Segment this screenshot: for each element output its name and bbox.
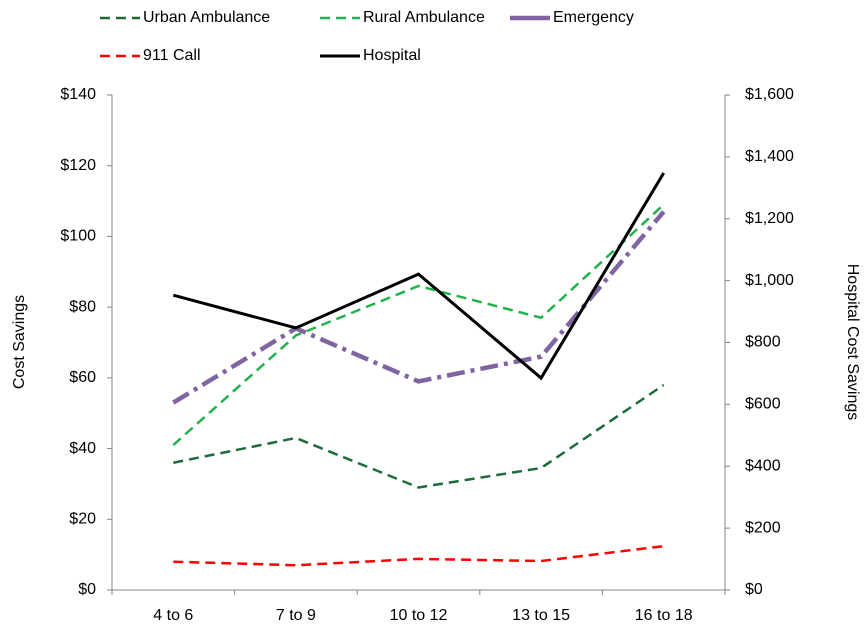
legend-label: Hospital (363, 47, 421, 64)
x-tick-label: 7 to 9 (276, 607, 316, 624)
y-axis-title: Cost Savings (11, 295, 28, 389)
x-tick-label: 16 to 18 (635, 607, 693, 624)
y-tick-label: $0 (78, 581, 96, 598)
y-tick-label: $80 (69, 298, 96, 315)
series-line (173, 383, 665, 489)
y-tick-label: $100 (60, 228, 96, 245)
y2-tick-label: $800 (745, 334, 781, 351)
series-line (172, 203, 665, 446)
y-tick-label: $120 (60, 157, 96, 174)
y2-tick-label: $400 (745, 457, 781, 474)
y2-tick-label: $1,600 (745, 86, 794, 103)
y2-tick-label: $1,200 (745, 210, 794, 227)
y-tick-label: $20 (69, 511, 96, 528)
series-line (172, 210, 666, 405)
series-line (173, 544, 664, 567)
y2-tick-label: $0 (745, 581, 763, 598)
x-tick-label: 13 to 15 (512, 607, 570, 624)
series-line (172, 172, 665, 381)
y2-tick-label: $1,000 (745, 272, 794, 289)
y-tick-label: $60 (69, 369, 96, 386)
x-tick-label: 10 to 12 (390, 607, 448, 624)
legend-label: Rural Ambulance (363, 9, 485, 26)
x-tick-label: 4 to 6 (153, 607, 193, 624)
y2-tick-label: $1,400 (745, 148, 794, 165)
legend-label: Emergency (553, 9, 634, 26)
y2-tick-label: $600 (745, 396, 781, 413)
legend-label: 911 Call (143, 47, 201, 64)
y2-tick-label: $200 (745, 519, 781, 536)
y-tick-label: $40 (69, 440, 96, 457)
y2-axis-title: Hospital Cost Savings (844, 264, 861, 421)
y-tick-label: $140 (60, 86, 96, 103)
legend-label: Urban Ambulance (143, 9, 270, 26)
